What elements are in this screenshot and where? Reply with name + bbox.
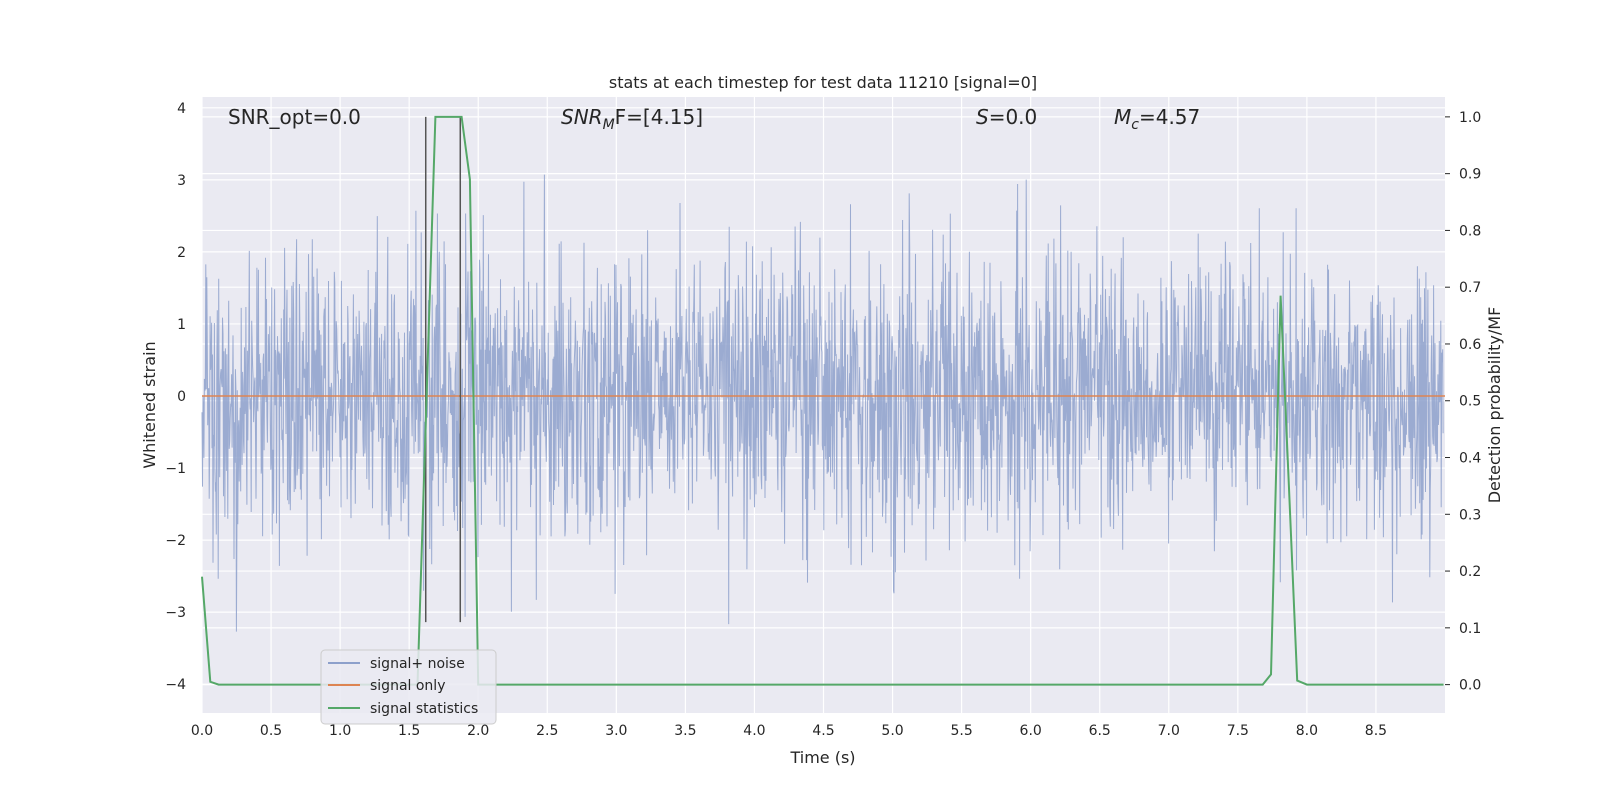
y-tick-label: −4 <box>165 677 186 693</box>
x-tick-label: 6.0 <box>1020 723 1042 739</box>
x-tick-label: 3.0 <box>605 723 627 739</box>
chart-title: stats at each timestep for test data 112… <box>609 73 1037 92</box>
y2-ticks: 1.0 0.9 0.8 0.7 0.6 0.5 0.4 0.3 0.2 0.1 0.0 <box>1445 110 1481 694</box>
legend: signal+ noise signal only signal statist… <box>320 649 497 725</box>
y-axis-label: Whitened strain <box>140 341 159 468</box>
x-tick-label: 2.0 <box>467 723 489 739</box>
y-tick-label: −2 <box>165 533 186 549</box>
annotation-s-tail: =0.0 <box>989 105 1038 129</box>
x-tick-label: 6.5 <box>1089 723 1111 739</box>
y2-tick-label: 0.9 <box>1459 167 1481 183</box>
y2-tick-label: 0.2 <box>1459 564 1481 580</box>
x-tick-label: 0.0 <box>191 723 213 739</box>
y-tick-label: 2 <box>177 245 186 261</box>
x-tick-label: 8.5 <box>1365 723 1387 739</box>
annotation-snr-mf: SNRMF=[4.15] <box>561 105 703 133</box>
x-tick-label: 3.5 <box>674 723 696 739</box>
y2-tick-label: 0.3 <box>1459 507 1481 523</box>
y-tick-label: 4 <box>177 101 186 117</box>
annotation-snr-mf-tail: F=[4.15] <box>615 105 703 129</box>
x-tick-label: 7.0 <box>1158 723 1180 739</box>
y2-tick-label: 0.7 <box>1459 280 1481 296</box>
x-tick-label: 5.5 <box>950 723 972 739</box>
x-tick-label: 2.5 <box>536 723 558 739</box>
y-tick-label: 0 <box>177 389 186 405</box>
y-tick-label: −1 <box>165 461 186 477</box>
x-tick-label: 7.5 <box>1227 723 1249 739</box>
noise-line <box>201 174 1444 632</box>
noise-series <box>201 174 1444 632</box>
y2-tick-label: 0.1 <box>1459 621 1481 637</box>
y2-tick-label: 0.0 <box>1459 678 1481 694</box>
x-tick-label: 8.0 <box>1296 723 1318 739</box>
annotation-snr-opt: SNR_opt=0.0 <box>228 105 361 129</box>
x-tick-label: 1.5 <box>398 723 420 739</box>
x-axis-label: Time (s) <box>789 748 855 767</box>
annotation-mc: Mc=4.57 <box>1114 105 1200 133</box>
annotation-mc-tail: =4.57 <box>1139 105 1200 129</box>
y2-axis-label: Detection probability/MF <box>1485 307 1504 504</box>
y2-tick-label: 0.8 <box>1459 223 1481 239</box>
legend-label-statistics: signal statistics <box>370 701 478 717</box>
annotation-snr-mf-main: SNR <box>561 105 603 129</box>
legend-label-signal-only: signal only <box>370 678 445 694</box>
x-tick-label: 4.5 <box>812 723 834 739</box>
annotation-s: S=0.0 <box>976 105 1037 129</box>
annotation-mc-sub: c <box>1131 117 1139 133</box>
x-tick-label: 1.0 <box>329 723 351 739</box>
y2-tick-label: 1.0 <box>1459 110 1481 126</box>
y2-tick-label: 0.6 <box>1459 337 1481 353</box>
x-tick-label: 0.5 <box>260 723 282 739</box>
y-tick-label: −3 <box>165 605 186 621</box>
y2-tick-label: 0.5 <box>1459 394 1481 410</box>
vertical-markers <box>424 116 462 623</box>
x-tick-label: 5.0 <box>881 723 903 739</box>
annotation-snr-mf-sub: M <box>603 117 615 133</box>
annotation-s-main: S <box>976 105 989 129</box>
y-ticks: 4 3 2 1 0 −1 −2 −3 −4 <box>165 101 186 693</box>
y2-tick-label: 0.4 <box>1459 451 1481 467</box>
annotation-mc-main: M <box>1114 105 1131 129</box>
x-ticks: 0.0 0.5 1.0 1.5 2.0 2.5 3.0 3.5 4.0 4.5 5.0 5.5 6.0 6… <box>191 723 1387 739</box>
y-tick-label: 1 <box>177 317 186 333</box>
legend-box <box>320 649 497 725</box>
x-tick-label: 4.0 <box>743 723 765 739</box>
legend-label-noise: signal+ noise <box>370 656 465 672</box>
y-tick-label: 3 <box>177 173 186 189</box>
